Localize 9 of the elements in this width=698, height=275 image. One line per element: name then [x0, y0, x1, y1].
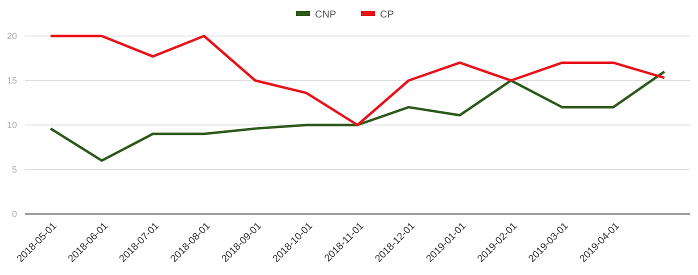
- y-tick-label: 15: [6, 76, 17, 86]
- legend-label: CNP: [315, 10, 336, 20]
- y-tick-label: 0: [12, 209, 17, 220]
- y-tick-label: 10: [6, 120, 17, 130]
- y-tick-label: 20: [6, 31, 17, 42]
- line-series: [49, 70, 666, 162]
- legend-label: CP: [380, 10, 394, 20]
- line-series: [49, 34, 666, 126]
- y-tick-label: 5: [12, 164, 17, 175]
